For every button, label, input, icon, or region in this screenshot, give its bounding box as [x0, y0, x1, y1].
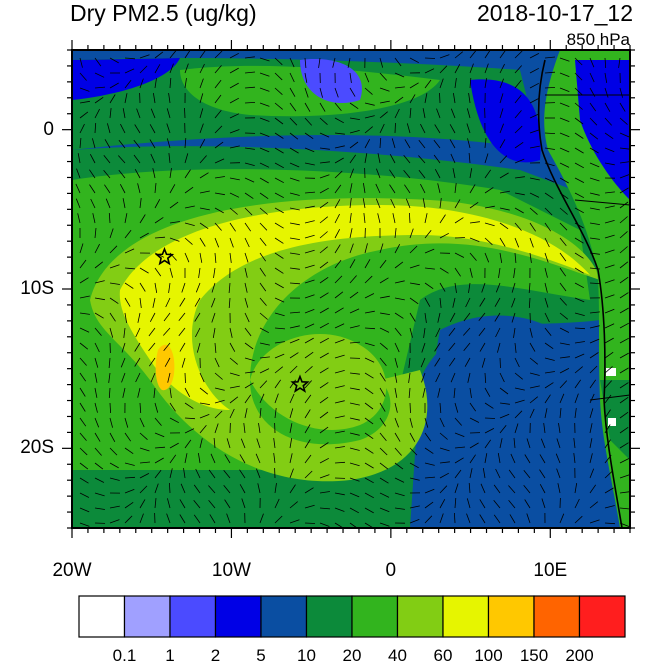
- timestamp-label: 2018-10-17_12: [476, 0, 633, 26]
- colorbar-swatch: [260, 595, 308, 638]
- colorbar-label: 10: [297, 646, 316, 665]
- colorbar-swatch: [305, 595, 353, 638]
- coastline: [537, 59, 623, 528]
- colorbar-swatch: [214, 595, 262, 638]
- colorbar-swatch: [487, 595, 535, 638]
- colorbar-swatch: [351, 595, 399, 638]
- longitude-label: 0: [385, 560, 397, 581]
- country-borders: [545, 94, 630, 401]
- longitude-label: 10E: [533, 560, 568, 581]
- colorbar-swatch: [442, 595, 490, 638]
- colorbar-swatch: [123, 595, 171, 638]
- colorbar-label: 5: [256, 646, 266, 665]
- longitude-label: 10W: [211, 560, 251, 581]
- colorbar-label: 20: [342, 646, 362, 665]
- star-marker-south: [290, 374, 310, 393]
- colorbar-swatch: [78, 595, 126, 638]
- pressure-level-label: 850 hPa: [566, 30, 630, 49]
- axis-ticks: [62, 40, 640, 538]
- map-title: Dry PM2.5 (ug/kg): [70, 0, 257, 26]
- longitude-label: 20W: [52, 560, 92, 581]
- colorbar-label: 60: [433, 646, 453, 665]
- wind-barbs: [75, 50, 630, 528]
- markers: [154, 246, 310, 393]
- colorbar-label: 1: [165, 646, 175, 665]
- latitude-label: 0: [43, 118, 54, 140]
- latitude-label: 10S: [20, 278, 54, 299]
- star-marker-north: [154, 246, 175, 266]
- colorbar-swatch: [533, 595, 581, 638]
- colorbar-label: 2: [210, 646, 221, 665]
- latitude-label: 20S: [20, 437, 54, 459]
- colorbar-label: 200: [565, 646, 594, 665]
- colorbar-label: 40: [388, 646, 407, 665]
- colorbar-swatch: [396, 595, 444, 638]
- colorbar-swatch: [578, 595, 626, 638]
- colorbar: [78, 595, 626, 638]
- colorbar-label: 0.1: [112, 646, 137, 665]
- colorbar-swatch: [169, 595, 217, 638]
- colorbar-label: 100: [474, 646, 503, 665]
- colorbar-label: 150: [519, 646, 549, 665]
